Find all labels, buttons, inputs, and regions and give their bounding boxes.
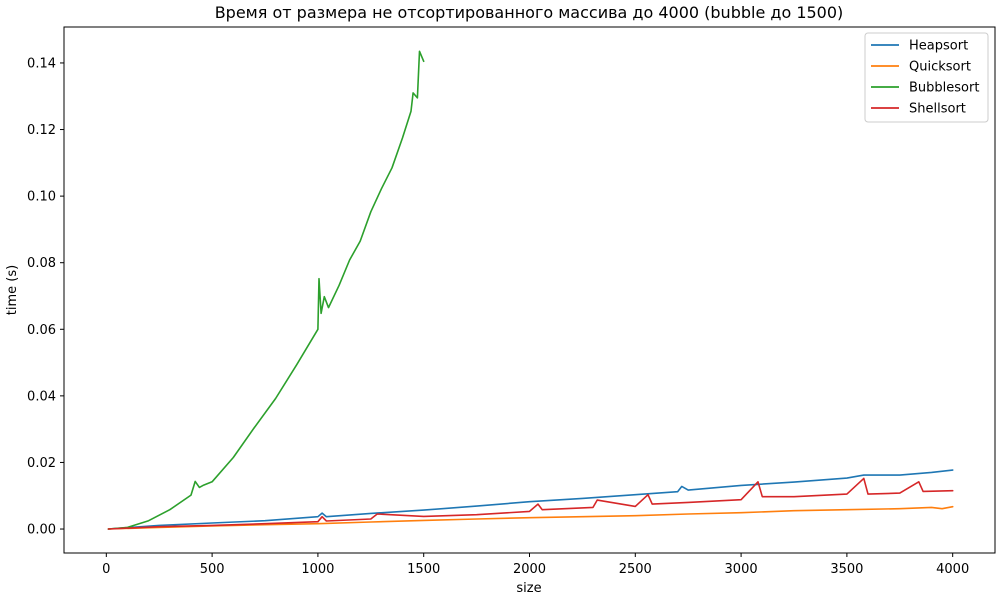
legend-label: Bubblesort — [909, 81, 979, 96]
legend-label: Shellsort — [909, 102, 966, 117]
y-axis-title: time (s) — [5, 265, 20, 315]
y-tick-label: 0.14 — [27, 56, 56, 71]
x-tick-label: 2000 — [513, 562, 546, 577]
series-line-bubblesort — [107, 50, 425, 530]
plot-frame — [63, 26, 996, 554]
x-tick-label: 3000 — [725, 562, 758, 577]
x-tick-label: 4000 — [936, 562, 969, 577]
y-tick-label: 0.06 — [27, 323, 56, 338]
x-tick-label: 2500 — [619, 562, 652, 577]
series-line-shellsort — [107, 477, 954, 530]
y-axis: 0.00 0.02 0.04 0.06 0.08 0.10 0.12 0.14 — [27, 56, 64, 538]
legend-box — [864, 32, 989, 123]
series-layer — [107, 50, 954, 530]
y-tick-label: 0.02 — [27, 456, 56, 471]
y-tick-label: 0.08 — [27, 256, 56, 271]
x-tick-label: 500 — [200, 562, 225, 577]
y-tick-label: 0.04 — [27, 389, 56, 404]
legend-label: Quicksort — [909, 60, 971, 75]
y-tick-label: 0.10 — [27, 190, 56, 205]
x-axis: 0 500 1000 1500 2000 2500 3000 3500 4000 — [102, 553, 969, 577]
x-tick-label: 3500 — [830, 562, 863, 577]
legend-label: Heapsort — [909, 39, 968, 54]
x-tick-label: 1000 — [301, 562, 334, 577]
x-tick-label: 1500 — [407, 562, 440, 577]
x-tick-label: 0 — [102, 562, 110, 577]
series-line-quicksort — [107, 505, 954, 530]
chart-title: Время от размера не отсортированного мас… — [215, 3, 844, 22]
y-tick-label: 0.12 — [27, 123, 56, 138]
series-line-heapsort — [107, 469, 954, 530]
y-tick-label: 0.00 — [27, 523, 56, 538]
x-axis-title: size — [516, 581, 541, 596]
legend: Heapsort Quicksort Bubblesort Shellsort — [864, 32, 989, 123]
